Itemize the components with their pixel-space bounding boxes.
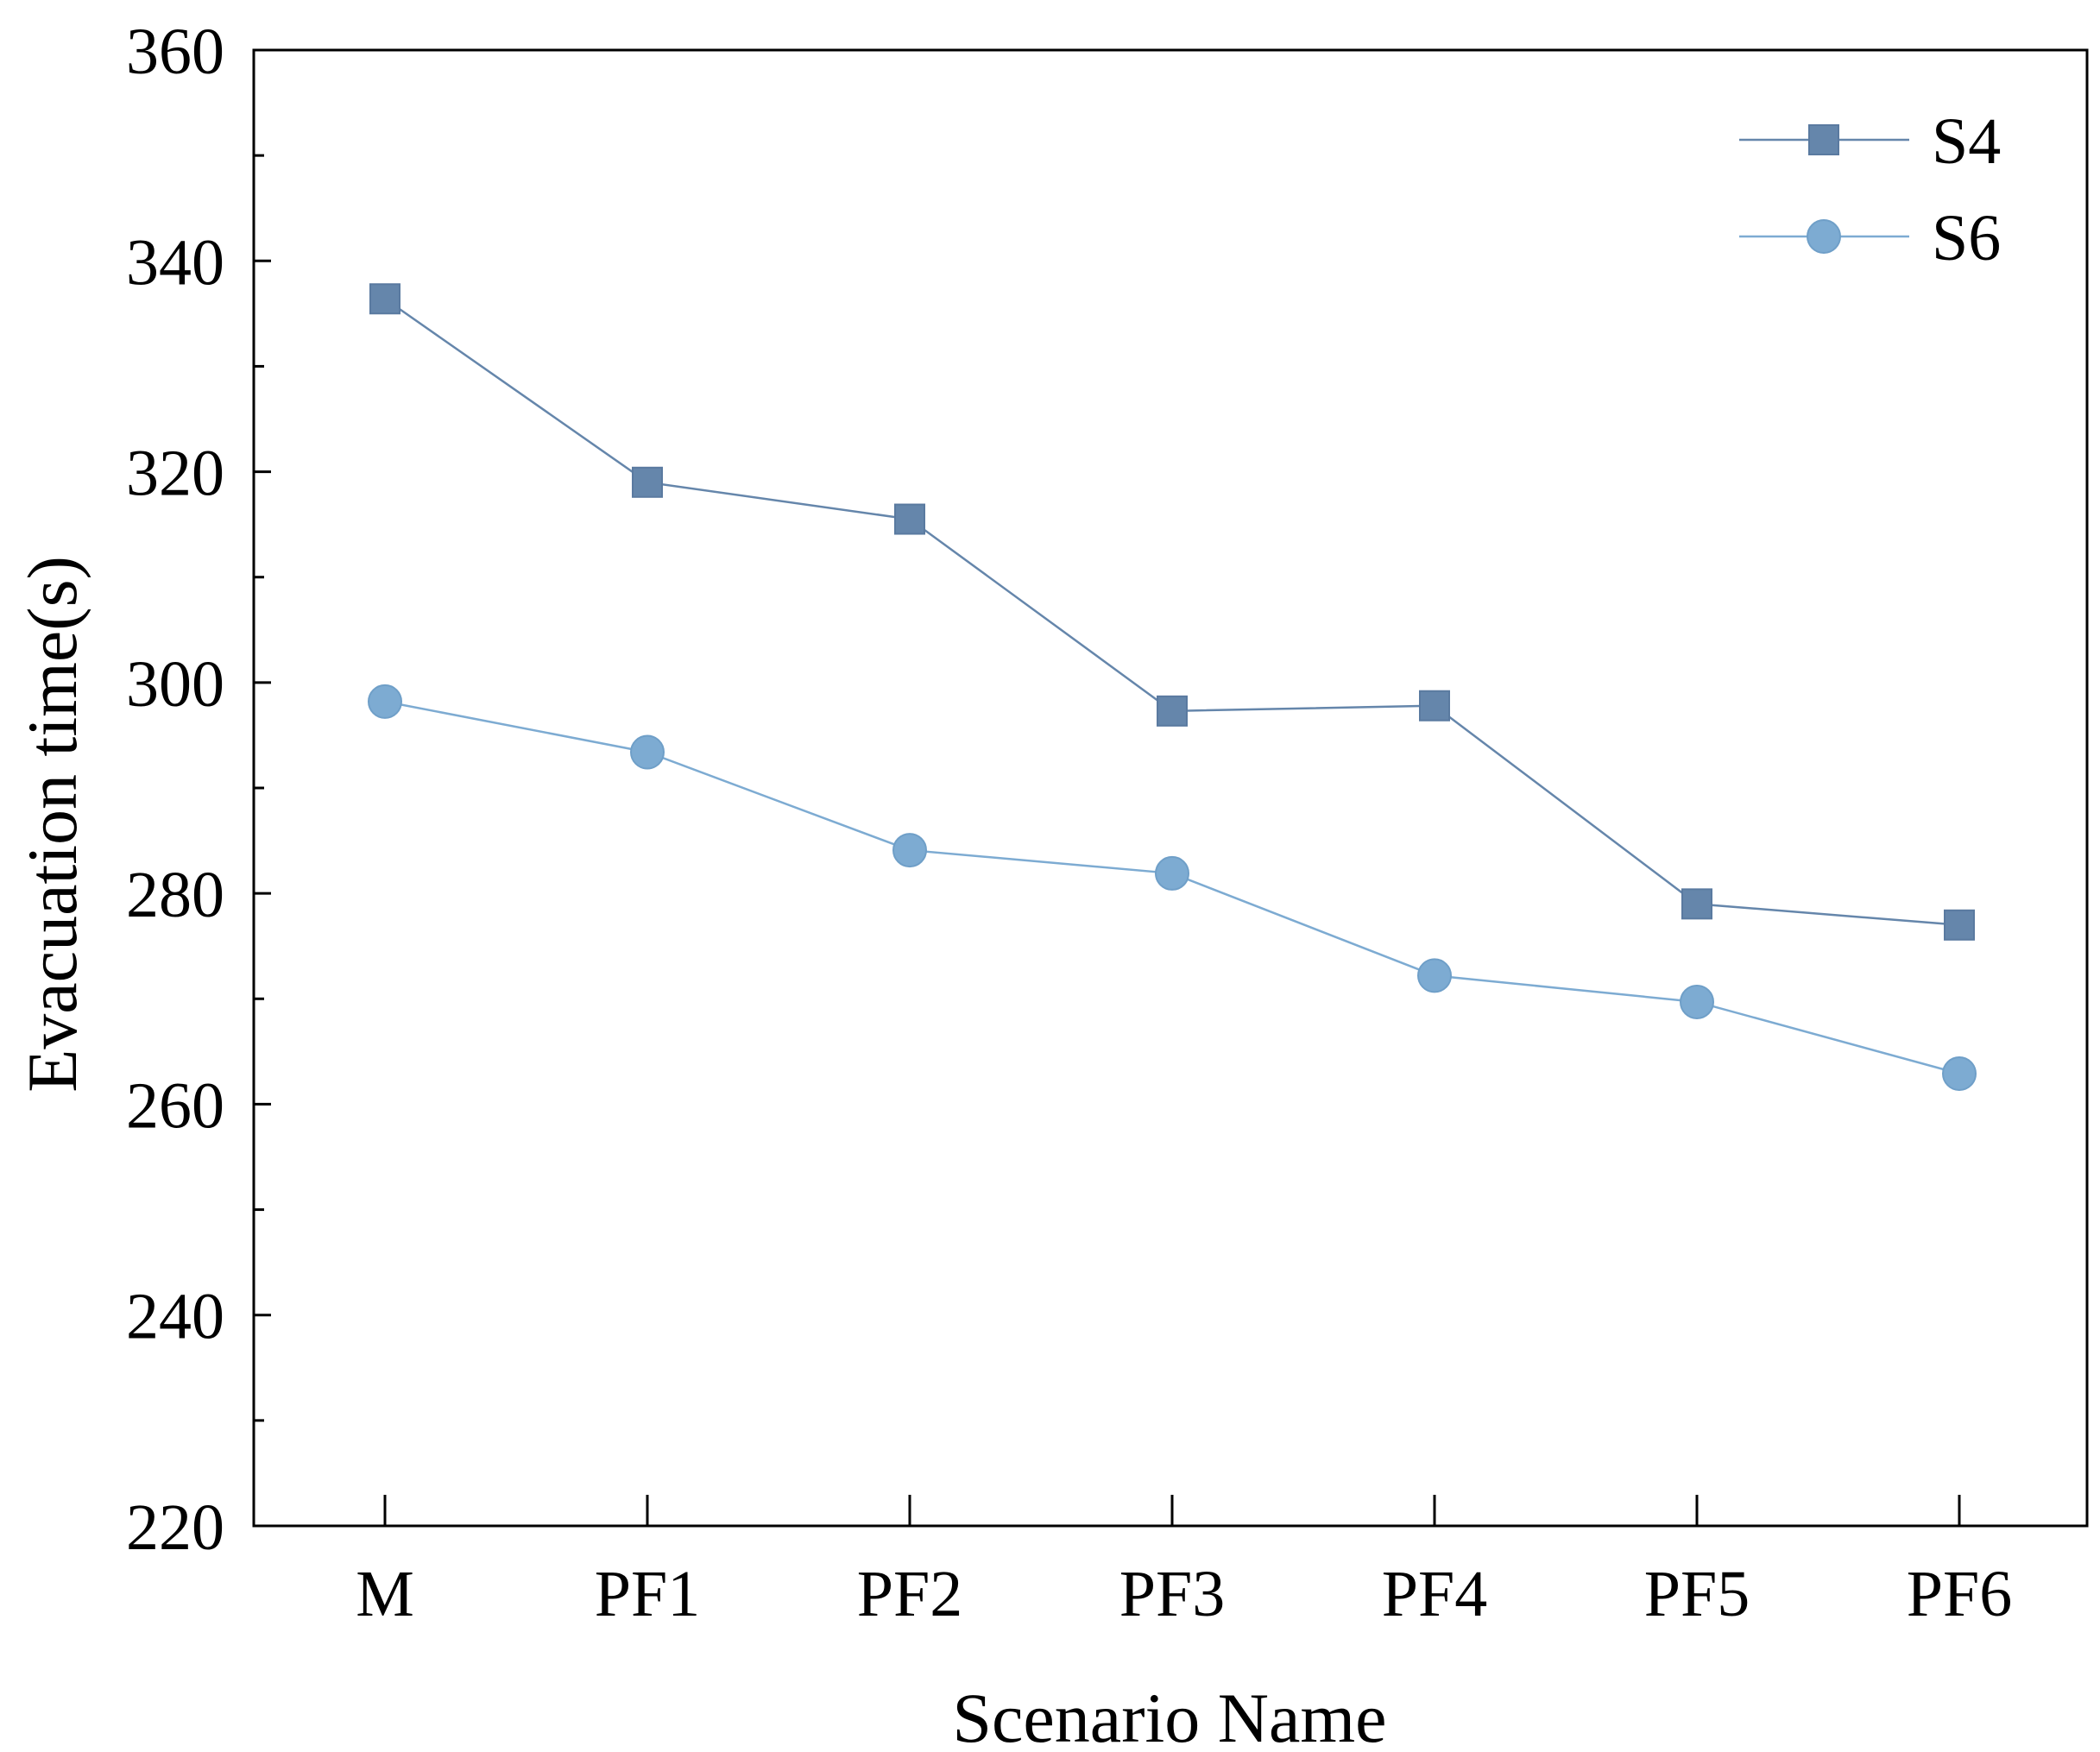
data-point-s6 xyxy=(368,684,402,719)
y-tick-label: 340 xyxy=(126,226,224,299)
y-tick-label: 220 xyxy=(126,1491,224,1564)
x-tick-label: PF1 xyxy=(595,1558,701,1630)
y-tick-label: 240 xyxy=(126,1281,224,1353)
data-point-s4 xyxy=(1419,690,1450,722)
legend-label-s6: S6 xyxy=(1932,202,2001,274)
x-tick-label: M xyxy=(356,1558,414,1630)
series-layer xyxy=(368,283,1977,1092)
x-tick-label: PF5 xyxy=(1644,1558,1750,1630)
data-point-s6 xyxy=(1942,1056,1977,1092)
x-tick-label: PF4 xyxy=(1382,1558,1488,1630)
y-axis-title: Evacuation time(s) xyxy=(13,556,91,1093)
y-tick-label: 280 xyxy=(126,859,224,931)
data-point-s6 xyxy=(630,734,665,770)
data-point-s4 xyxy=(369,283,400,315)
legend-label-s4: S4 xyxy=(1932,105,2001,178)
data-point-s6 xyxy=(1155,855,1189,891)
plot-frame xyxy=(252,48,2089,1528)
data-point-s4 xyxy=(1681,888,1712,920)
series-line-s4 xyxy=(384,298,1960,927)
x-axis-title: Scenario Name xyxy=(952,1679,1386,1752)
data-point-s4 xyxy=(632,466,663,498)
data-point-s6 xyxy=(1417,958,1452,993)
y-tick-label: 300 xyxy=(126,648,224,721)
y-tick-label: 260 xyxy=(126,1069,224,1142)
x-axis: M PF1 PF2 PF3 PF4 PF5 PF6 xyxy=(356,1495,2012,1630)
data-point-s4 xyxy=(894,503,925,535)
y-tick-label: 320 xyxy=(126,438,224,510)
x-tick-label: PF6 xyxy=(1907,1558,2013,1630)
data-point-s4 xyxy=(1157,695,1188,727)
data-point-s6 xyxy=(892,833,927,868)
x-tick-label: PF3 xyxy=(1119,1558,1226,1630)
data-point-s6 xyxy=(1680,984,1714,1019)
legend-marker-s6 xyxy=(1807,219,1841,254)
y-axis: 220 240 260 280 300 320 340 360 xyxy=(126,16,271,1564)
data-point-s4 xyxy=(1944,909,1975,941)
plot-area xyxy=(252,48,2089,1528)
legend-marker-s4 xyxy=(1808,124,1839,155)
x-tick-label: PF2 xyxy=(857,1558,963,1630)
y-tick-label: 360 xyxy=(126,16,224,88)
